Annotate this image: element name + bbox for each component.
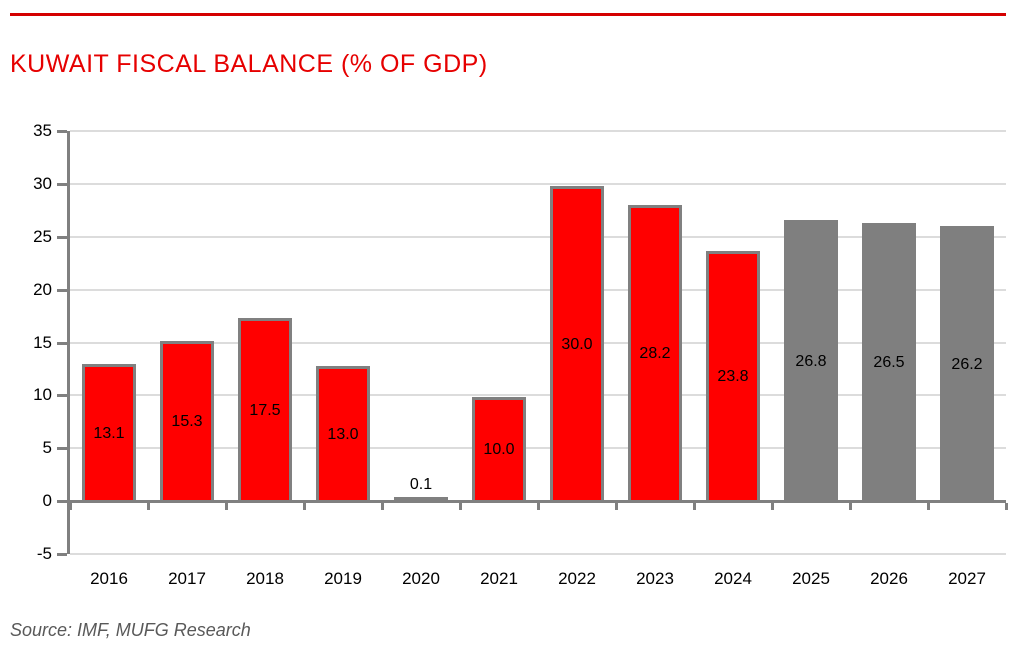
x-axis-zero-line bbox=[67, 500, 1006, 503]
x-axis-label-2023: 2023 bbox=[636, 569, 674, 588]
bar-2024 bbox=[706, 251, 760, 503]
y-axis-label: 0 bbox=[42, 491, 52, 510]
y-axis-label: 25 bbox=[33, 227, 52, 246]
fiscal-balance-chart-plot-area: 35 30 25 20 15 10 5 0 -5 13.1 2016 15.3 2017 17.5 2018… bbox=[33, 121, 1008, 588]
bar-value-label-2024: 23.8 bbox=[717, 368, 749, 385]
bar-2019 bbox=[316, 366, 370, 503]
bar-2026 bbox=[862, 223, 916, 503]
x-axis-tick bbox=[1005, 503, 1008, 510]
source-note: Source: IMF, MUFG Research bbox=[10, 620, 251, 640]
y-axis-label: 30 bbox=[33, 174, 52, 193]
top-rule bbox=[10, 13, 1006, 16]
x-axis-tick bbox=[303, 503, 306, 510]
x-axis-label-2016: 2016 bbox=[90, 569, 128, 588]
bar-value-label-2019: 13.0 bbox=[327, 426, 359, 443]
y-axis-tick bbox=[57, 394, 67, 397]
y-axis-tick bbox=[57, 183, 67, 186]
y-axis-label: 5 bbox=[42, 438, 52, 457]
gridline bbox=[70, 183, 1006, 185]
x-axis-label-2021: 2021 bbox=[480, 569, 518, 588]
bar-2025 bbox=[784, 220, 838, 503]
x-axis-tick bbox=[693, 503, 696, 510]
x-axis-tick bbox=[69, 503, 72, 510]
y-axis-tick bbox=[57, 342, 67, 345]
x-axis-tick bbox=[771, 503, 774, 510]
bar-value-label-2021: 10.0 bbox=[483, 441, 515, 458]
y-axis-tick bbox=[57, 236, 67, 239]
y-axis-line bbox=[67, 131, 70, 554]
x-axis-label-2026: 2026 bbox=[870, 569, 908, 588]
gridline bbox=[70, 394, 1006, 396]
bar-value-label-2026: 26.5 bbox=[873, 354, 905, 371]
x-axis-label-2025: 2025 bbox=[792, 569, 830, 588]
y-axis-tick bbox=[57, 500, 67, 503]
y-axis-tick bbox=[57, 447, 67, 450]
bar-2022 bbox=[550, 186, 604, 503]
bar-value-label-2020: 0.1 bbox=[409, 476, 433, 493]
gridline bbox=[70, 342, 1006, 344]
bar-2016 bbox=[82, 364, 136, 503]
x-axis-label-2022: 2022 bbox=[558, 569, 596, 588]
x-axis-tick bbox=[381, 503, 384, 510]
gridline bbox=[70, 130, 1006, 132]
x-axis-tick bbox=[459, 503, 462, 510]
y-axis-label: 20 bbox=[33, 280, 52, 299]
x-axis-label-2027: 2027 bbox=[948, 569, 986, 588]
bar-value-label-2016: 13.1 bbox=[93, 425, 125, 442]
y-axis-label: 15 bbox=[33, 333, 52, 352]
bar-value-label-2018: 17.5 bbox=[249, 402, 281, 419]
x-axis-tick bbox=[615, 503, 618, 510]
x-axis-label-2018: 2018 bbox=[246, 569, 284, 588]
gridline bbox=[70, 553, 1006, 555]
x-axis-label-2017: 2017 bbox=[168, 569, 206, 588]
bar-2021 bbox=[472, 397, 526, 503]
x-axis-tick bbox=[147, 503, 150, 510]
gridline bbox=[70, 447, 1006, 449]
bar-value-label-2025: 26.8 bbox=[795, 353, 827, 370]
gridline bbox=[70, 289, 1006, 291]
bar-value-label-2023: 28.2 bbox=[639, 345, 671, 362]
y-axis-tick bbox=[57, 553, 67, 556]
bar-2020 bbox=[394, 497, 448, 503]
x-axis-label-2020: 2020 bbox=[402, 569, 440, 588]
page-title: KUWAIT FISCAL BALANCE (% OF GDP) bbox=[10, 50, 488, 78]
x-axis-tick bbox=[927, 503, 930, 510]
bar-value-label-2017: 15.3 bbox=[171, 413, 203, 430]
x-axis-tick bbox=[225, 503, 228, 510]
bar-2018 bbox=[238, 318, 292, 503]
bar-2023 bbox=[628, 205, 682, 503]
x-axis-tick bbox=[849, 503, 852, 510]
x-axis-label-2024: 2024 bbox=[714, 569, 752, 588]
bar-2027 bbox=[940, 226, 994, 503]
y-axis-label: 35 bbox=[33, 121, 52, 140]
y-axis-label: -5 bbox=[36, 544, 52, 563]
bar-2017 bbox=[160, 341, 214, 503]
bar-value-label-2027: 26.2 bbox=[951, 356, 983, 373]
y-axis-tick bbox=[57, 289, 67, 292]
x-axis-label-2019: 2019 bbox=[324, 569, 362, 588]
bar-value-label-2022: 30.0 bbox=[561, 336, 593, 353]
y-axis-tick bbox=[57, 130, 67, 133]
x-axis-tick bbox=[537, 503, 540, 510]
gridline bbox=[70, 236, 1006, 238]
y-axis-label: 10 bbox=[33, 385, 52, 404]
